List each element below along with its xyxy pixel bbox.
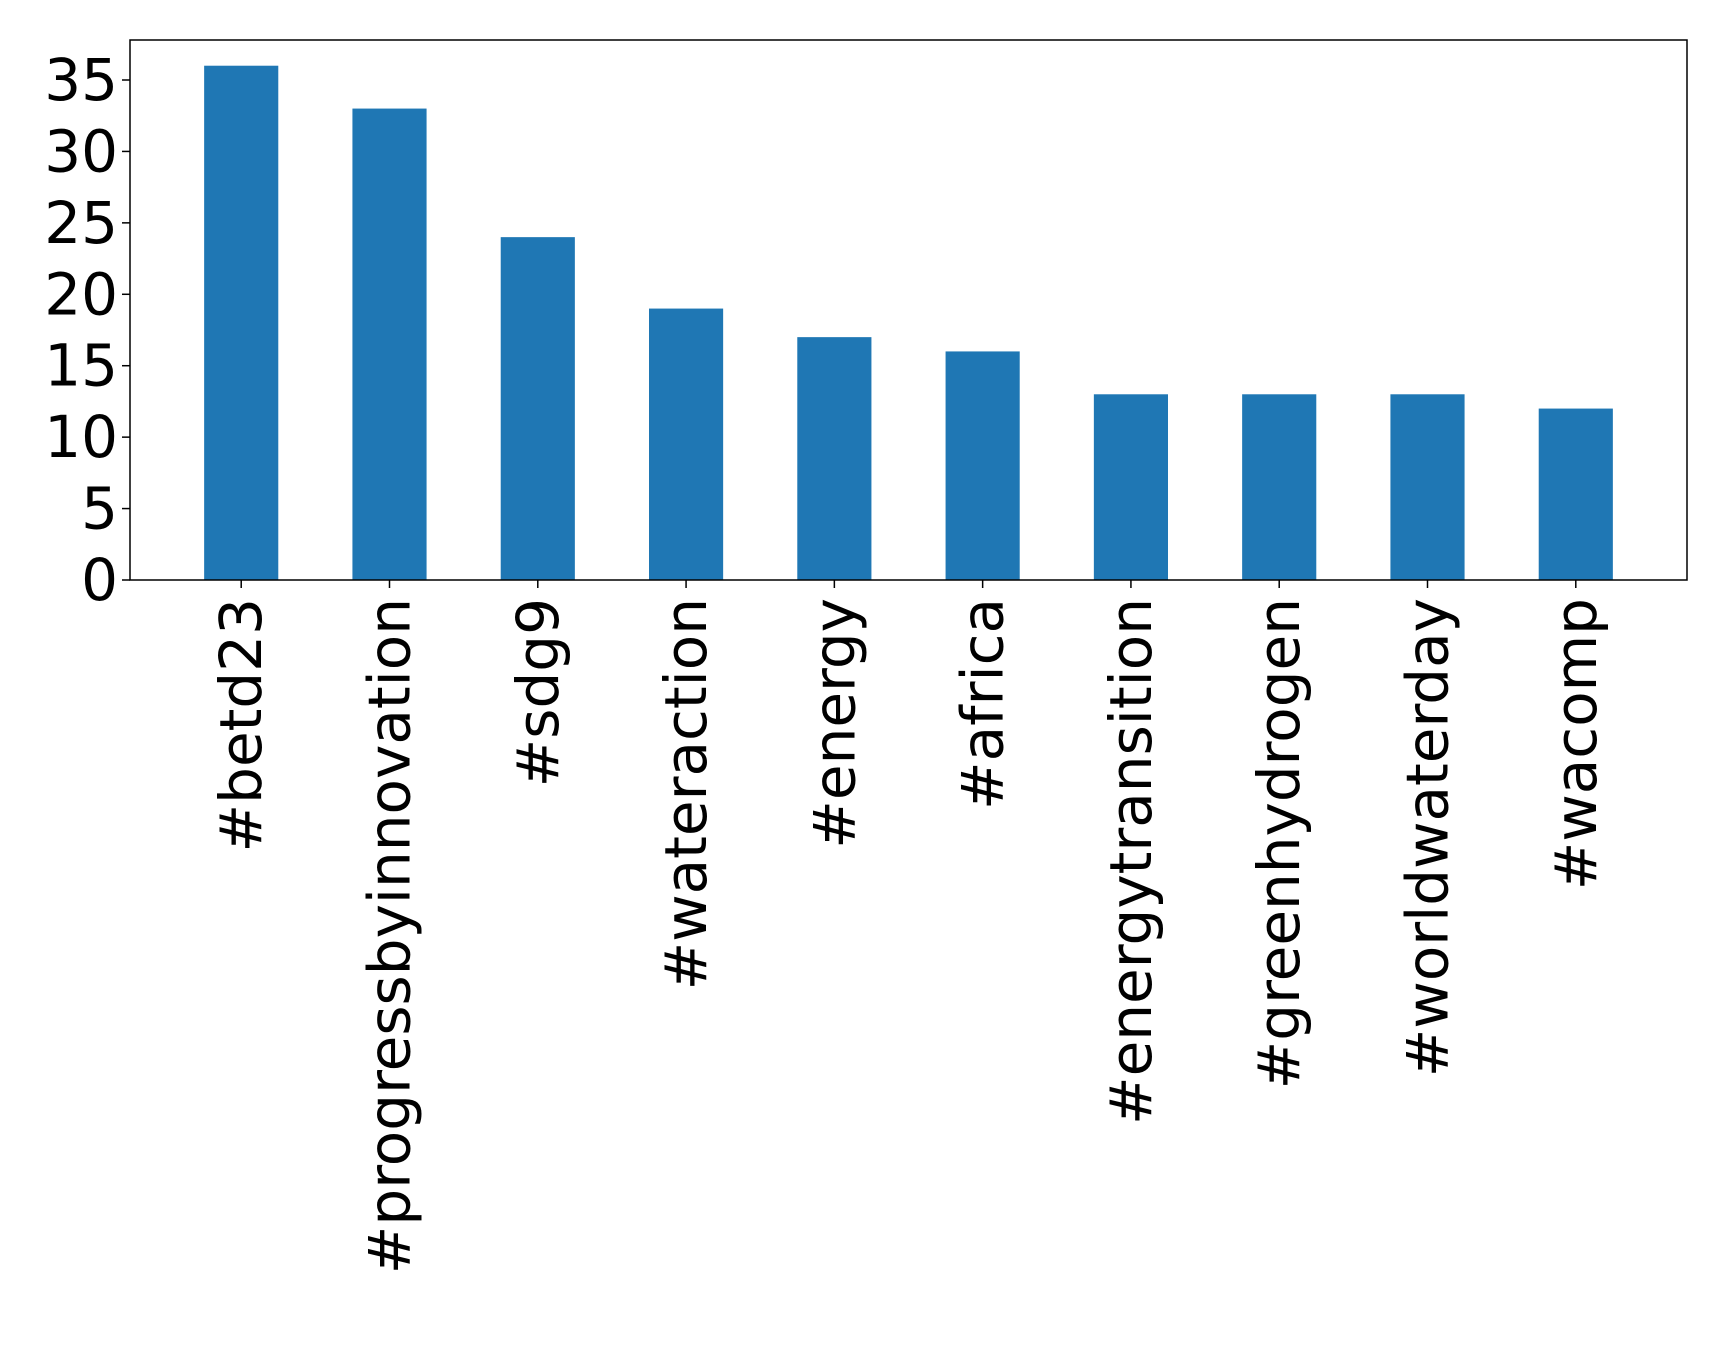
bar-7 <box>1242 394 1317 580</box>
x-tick-label-9: #wacomp <box>1542 598 1610 890</box>
bar-9 <box>1538 408 1613 580</box>
x-tick-label-8: #worldwaterday <box>1394 598 1462 1077</box>
x-tick-label-5: #africa <box>949 598 1017 810</box>
y-tick-label-2: 10 <box>44 403 118 471</box>
x-tick-label-2: #sdg9 <box>504 598 572 787</box>
y-tick-label-4: 20 <box>44 260 118 328</box>
bar-6 <box>1093 394 1168 580</box>
y-tick-label-3: 15 <box>44 332 118 400</box>
x-tick-label-3: #wateraction <box>652 598 720 990</box>
y-tick-label-0: 0 <box>81 546 118 614</box>
bar-8 <box>1390 394 1465 580</box>
x-tick-label-6: #energytransition <box>1097 598 1165 1125</box>
y-tick-label-1: 5 <box>81 475 118 543</box>
y-tick-label-5: 25 <box>44 189 118 257</box>
x-tick-label-4: #energy <box>800 598 868 849</box>
bar-5 <box>945 351 1020 580</box>
bars-group <box>204 65 1613 581</box>
y-tick-label-7: 35 <box>44 46 118 114</box>
x-tick-label-7: #greenhydrogen <box>1245 598 1313 1089</box>
bar-1 <box>352 108 427 581</box>
bar-4 <box>797 337 872 580</box>
plot-frame <box>129 39 1688 581</box>
bar-2 <box>500 237 575 580</box>
bar-3 <box>649 308 724 580</box>
x-tick-label-1: #progressbyinnovation <box>356 598 424 1274</box>
x-axis: #betd23 #progressbyinnovation #sdg9 #watera… <box>207 580 1610 1274</box>
x-tick-label-0: #betd23 <box>207 598 275 852</box>
y-tick-label-6: 30 <box>44 117 118 185</box>
bar-0 <box>204 65 279 580</box>
